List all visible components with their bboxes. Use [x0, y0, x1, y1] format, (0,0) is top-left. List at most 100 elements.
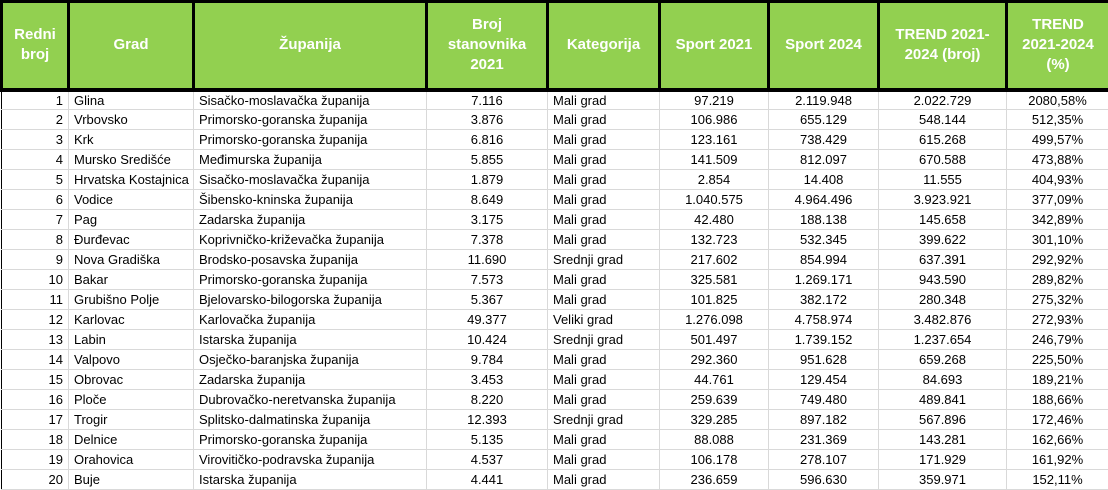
cell-broj-stanovnika-2021[interactable]: 10.424 [427, 330, 548, 350]
cell-trend-2021-2024-broj[interactable]: 280.348 [879, 290, 1007, 310]
cell-trend-2021-2024-broj[interactable]: 2.022.729 [879, 90, 1007, 110]
cell-grad[interactable]: Bakar [69, 270, 194, 290]
cell-zupanija[interactable]: Zadarska županija [194, 210, 427, 230]
cell-trend-2021-2024-broj[interactable]: 567.896 [879, 410, 1007, 430]
cell-broj-stanovnika-2021[interactable]: 4.537 [427, 450, 548, 470]
cell-grad[interactable]: Orahovica [69, 450, 194, 470]
cell-trend-2021-2024-pct[interactable]: 189,21% [1007, 370, 1108, 390]
cell-trend-2021-2024-pct[interactable]: 246,79% [1007, 330, 1108, 350]
cell-grad[interactable]: Labin [69, 330, 194, 350]
cell-zupanija[interactable]: Brodsko-posavska županija [194, 250, 427, 270]
cell-redni-broj[interactable]: 6 [2, 190, 69, 210]
cell-kategorija[interactable]: Mali grad [548, 170, 660, 190]
cell-broj-stanovnika-2021[interactable]: 12.393 [427, 410, 548, 430]
cell-grad[interactable]: Ploče [69, 390, 194, 410]
cell-redni-broj[interactable]: 11 [2, 290, 69, 310]
cell-kategorija[interactable]: Mali grad [548, 470, 660, 490]
cell-redni-broj[interactable]: 14 [2, 350, 69, 370]
cell-zupanija[interactable]: Splitsko-dalmatinska županija [194, 410, 427, 430]
cell-kategorija[interactable]: Mali grad [548, 210, 660, 230]
cell-broj-stanovnika-2021[interactable]: 5.855 [427, 150, 548, 170]
cell-sport-2024[interactable]: 4.758.974 [769, 310, 879, 330]
cell-sport-2024[interactable]: 854.994 [769, 250, 879, 270]
cell-sport-2024[interactable]: 1.739.152 [769, 330, 879, 350]
cell-redni-broj[interactable]: 7 [2, 210, 69, 230]
cell-sport-2024[interactable]: 812.097 [769, 150, 879, 170]
cell-grad[interactable]: Trogir [69, 410, 194, 430]
cell-zupanija[interactable]: Dubrovačko-neretvanska županija [194, 390, 427, 410]
cell-sport-2021[interactable]: 44.761 [660, 370, 769, 390]
cell-zupanija[interactable]: Koprivničko-križevačka županija [194, 230, 427, 250]
cell-sport-2024[interactable]: 655.129 [769, 110, 879, 130]
cell-trend-2021-2024-broj[interactable]: 1.237.654 [879, 330, 1007, 350]
cell-redni-broj[interactable]: 4 [2, 150, 69, 170]
cell-kategorija[interactable]: Veliki grad [548, 310, 660, 330]
cell-redni-broj[interactable]: 9 [2, 250, 69, 270]
cell-trend-2021-2024-pct[interactable]: 275,32% [1007, 290, 1108, 310]
column-header-trend-2021-2024-pct[interactable]: TREND 2021-2024 (%) [1007, 2, 1108, 90]
cell-broj-stanovnika-2021[interactable]: 49.377 [427, 310, 548, 330]
cell-grad[interactable]: Vrbovsko [69, 110, 194, 130]
cell-broj-stanovnika-2021[interactable]: 8.220 [427, 390, 548, 410]
cell-redni-broj[interactable]: 19 [2, 450, 69, 470]
cell-broj-stanovnika-2021[interactable]: 9.784 [427, 350, 548, 370]
cell-redni-broj[interactable]: 20 [2, 470, 69, 490]
cell-sport-2024[interactable]: 749.480 [769, 390, 879, 410]
cell-kategorija[interactable]: Mali grad [548, 90, 660, 110]
cell-sport-2021[interactable]: 97.219 [660, 90, 769, 110]
cell-broj-stanovnika-2021[interactable]: 3.175 [427, 210, 548, 230]
cell-trend-2021-2024-pct[interactable]: 292,92% [1007, 250, 1108, 270]
cell-sport-2024[interactable]: 4.964.496 [769, 190, 879, 210]
cell-sport-2021[interactable]: 106.986 [660, 110, 769, 130]
cell-grad[interactable]: Vodice [69, 190, 194, 210]
cell-sport-2021[interactable]: 329.285 [660, 410, 769, 430]
cell-trend-2021-2024-pct[interactable]: 499,57% [1007, 130, 1108, 150]
column-header-kategorija[interactable]: Kategorija [548, 2, 660, 90]
cell-kategorija[interactable]: Mali grad [548, 270, 660, 290]
cell-kategorija[interactable]: Mali grad [548, 370, 660, 390]
cell-zupanija[interactable]: Šibensko-kninska županija [194, 190, 427, 210]
cell-kategorija[interactable]: Mali grad [548, 450, 660, 470]
cell-sport-2024[interactable]: 897.182 [769, 410, 879, 430]
cell-sport-2024[interactable]: 231.369 [769, 430, 879, 450]
cell-kategorija[interactable]: Mali grad [548, 390, 660, 410]
cell-trend-2021-2024-broj[interactable]: 615.268 [879, 130, 1007, 150]
cell-broj-stanovnika-2021[interactable]: 7.378 [427, 230, 548, 250]
cell-sport-2021[interactable]: 132.723 [660, 230, 769, 250]
cell-sport-2021[interactable]: 325.581 [660, 270, 769, 290]
cell-trend-2021-2024-pct[interactable]: 272,93% [1007, 310, 1108, 330]
cell-trend-2021-2024-pct[interactable]: 161,92% [1007, 450, 1108, 470]
cell-sport-2024[interactable]: 1.269.171 [769, 270, 879, 290]
cell-trend-2021-2024-pct[interactable]: 289,82% [1007, 270, 1108, 290]
cell-redni-broj[interactable]: 17 [2, 410, 69, 430]
cell-trend-2021-2024-broj[interactable]: 659.268 [879, 350, 1007, 370]
cell-redni-broj[interactable]: 10 [2, 270, 69, 290]
cell-grad[interactable]: Krk [69, 130, 194, 150]
cell-trend-2021-2024-broj[interactable]: 145.658 [879, 210, 1007, 230]
cell-grad[interactable]: Grubišno Polje [69, 290, 194, 310]
cell-grad[interactable]: Mursko Središće [69, 150, 194, 170]
cell-trend-2021-2024-broj[interactable]: 670.588 [879, 150, 1007, 170]
cell-trend-2021-2024-broj[interactable]: 84.693 [879, 370, 1007, 390]
cell-kategorija[interactable]: Srednji grad [548, 330, 660, 350]
cell-zupanija[interactable]: Međimurska županija [194, 150, 427, 170]
cell-sport-2021[interactable]: 236.659 [660, 470, 769, 490]
cell-trend-2021-2024-broj[interactable]: 489.841 [879, 390, 1007, 410]
cell-trend-2021-2024-pct[interactable]: 152,11% [1007, 470, 1108, 490]
cell-zupanija[interactable]: Istarska županija [194, 330, 427, 350]
cell-grad[interactable]: Glina [69, 90, 194, 110]
cell-kategorija[interactable]: Mali grad [548, 350, 660, 370]
cell-trend-2021-2024-pct[interactable]: 225,50% [1007, 350, 1108, 370]
cell-broj-stanovnika-2021[interactable]: 11.690 [427, 250, 548, 270]
cell-sport-2021[interactable]: 106.178 [660, 450, 769, 470]
cell-trend-2021-2024-broj[interactable]: 399.622 [879, 230, 1007, 250]
cell-redni-broj[interactable]: 18 [2, 430, 69, 450]
cell-zupanija[interactable]: Primorsko-goranska županija [194, 430, 427, 450]
cell-broj-stanovnika-2021[interactable]: 6.816 [427, 130, 548, 150]
cell-sport-2021[interactable]: 88.088 [660, 430, 769, 450]
column-header-sport-2024[interactable]: Sport 2024 [769, 2, 879, 90]
cell-sport-2021[interactable]: 141.509 [660, 150, 769, 170]
cell-trend-2021-2024-pct[interactable]: 301,10% [1007, 230, 1108, 250]
cell-broj-stanovnika-2021[interactable]: 8.649 [427, 190, 548, 210]
cell-kategorija[interactable]: Mali grad [548, 230, 660, 250]
